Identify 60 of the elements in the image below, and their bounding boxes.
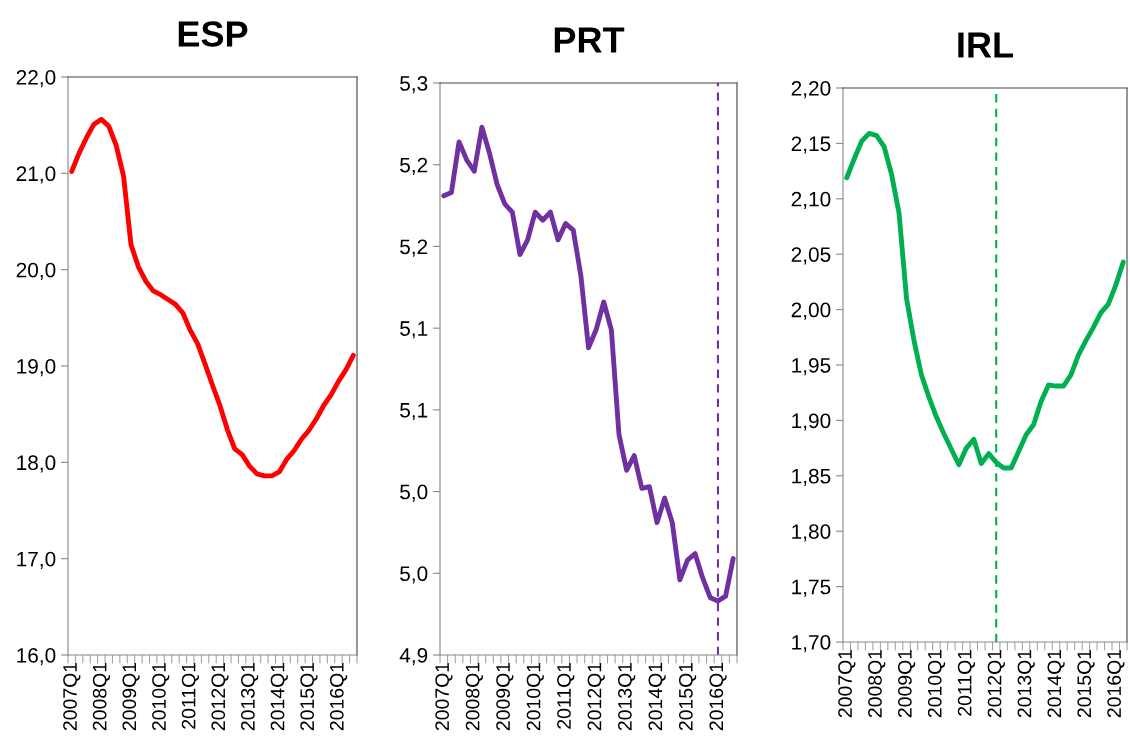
y-tick-label: 2,15 xyxy=(791,136,831,154)
y-tick-label: 17,0 xyxy=(17,551,56,569)
y-tick-label: 5,3 xyxy=(400,76,428,94)
x-tick-label: 2007Q1 xyxy=(435,662,453,731)
x-tick-label: 2008Q1 xyxy=(92,662,111,731)
y-tick-label: 1,80 xyxy=(792,524,831,542)
x-tick-label: 2013Q1 xyxy=(618,662,636,731)
y-tick-label: 5,2 xyxy=(400,157,428,175)
x-tick-label: 2016Q1 xyxy=(709,662,727,731)
x-tick-label: 2016Q1 xyxy=(1107,649,1125,718)
x-tick-label: 2010Q1 xyxy=(152,662,170,731)
y-tick-label: 18,0 xyxy=(17,455,56,473)
x-tick-label: 2013Q1 xyxy=(1017,649,1035,718)
x-tick-label: 2010Q1 xyxy=(927,649,946,718)
x-tick-label: 2009Q1 xyxy=(122,662,140,731)
y-tick-label: 1,95 xyxy=(792,358,831,376)
x-tick-label: 2008Q1 xyxy=(868,649,886,718)
x-tick-label: 2011Q1 xyxy=(181,662,199,729)
x-tick-label: 2012Q1 xyxy=(587,662,605,731)
x-tick-label: 2011Q1 xyxy=(957,649,976,716)
x-tick-label: 2007Q1 xyxy=(838,649,856,718)
x-tick-label: 2011Q1 xyxy=(557,662,575,729)
x-tick-label: 2009Q1 xyxy=(897,649,916,718)
y-tick-label: 5,0 xyxy=(400,484,428,502)
chart-title: ESP xyxy=(178,21,248,47)
chart-title: IRL xyxy=(958,32,1013,58)
y-tick-label: 21,0 xyxy=(16,166,56,184)
x-tick-label: 2007Q1 xyxy=(63,662,81,731)
y-tick-label: 20,0 xyxy=(16,262,56,280)
x-tick-label: 2013Q1 xyxy=(241,662,259,731)
x-tick-label: 2015Q1 xyxy=(678,662,697,731)
y-tick-label: 1,90 xyxy=(792,413,831,431)
x-tick-label: 2012Q1 xyxy=(211,662,229,731)
y-tick-label: 1,85 xyxy=(792,468,831,487)
y-tick-label: 2,20 xyxy=(791,81,831,99)
x-tick-label: 2014Q1 xyxy=(1047,649,1065,718)
y-tick-label: 16,0 xyxy=(17,648,56,666)
x-tick-label: 2014Q1 xyxy=(648,662,666,731)
y-tick-label: 5,1 xyxy=(400,403,428,421)
y-tick-label: 2,00 xyxy=(791,302,831,320)
x-tick-label: 2009Q1 xyxy=(496,662,514,731)
y-tick-label: 4,9 xyxy=(399,648,428,666)
y-tick-label: 5,2 xyxy=(400,239,428,257)
y-tick-label: 5,1 xyxy=(400,321,428,339)
y-tick-label: 1,70 xyxy=(792,635,831,653)
y-tick-label: 19,0 xyxy=(17,359,56,377)
chart-title: PRT xyxy=(554,27,625,53)
x-tick-label: 2015Q1 xyxy=(300,662,318,731)
x-tick-label: 2014Q1 xyxy=(270,662,288,731)
x-tick-label: 2015Q1 xyxy=(1077,649,1095,718)
x-tick-label: 2010Q1 xyxy=(526,662,544,731)
y-tick-label: 22,0 xyxy=(16,70,56,88)
x-tick-label: 2012Q1 xyxy=(987,649,1005,718)
y-tick-label: 5,0 xyxy=(400,566,428,584)
y-tick-label: 2,05 xyxy=(791,247,831,265)
x-tick-label: 2008Q1 xyxy=(465,662,483,731)
y-tick-label: 2,10 xyxy=(791,191,831,210)
line-series xyxy=(69,116,356,479)
x-tick-label: 2016Q1 xyxy=(329,662,348,731)
y-tick-label: 1,75 xyxy=(792,579,831,597)
